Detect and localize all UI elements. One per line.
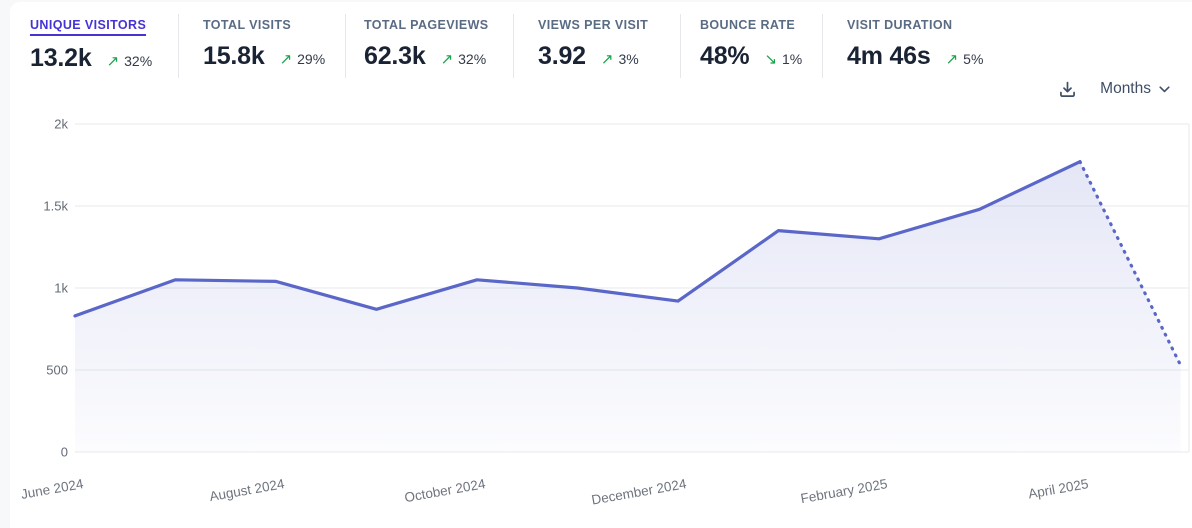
y-tick-label: 1.5k	[43, 199, 68, 214]
x-tick-label: April 2025	[1027, 476, 1089, 501]
chevron-down-icon	[1159, 85, 1170, 92]
stat-change: 1%	[782, 51, 803, 67]
chart-line	[73, 160, 1082, 318]
stat-label: BOUNCE RATE	[700, 18, 796, 32]
trend-up-icon: ↗	[106, 53, 120, 70]
x-tick-label: August 2024	[208, 476, 286, 504]
stat-value: 62.3k	[364, 42, 426, 70]
interval-label: Months	[1100, 80, 1151, 97]
trend-up-icon: ↗	[945, 51, 959, 68]
chart-toolbar: Months	[1059, 80, 1170, 98]
y-tick-label: 500	[46, 363, 68, 378]
stat-change: 3%	[618, 51, 639, 67]
trend-up-icon: ↗	[279, 51, 293, 68]
stat-label: TOTAL VISITS	[203, 18, 292, 32]
download-icon[interactable]	[1059, 81, 1076, 98]
stat-total-pageviews[interactable]: TOTAL PAGEVIEWS 62.3k ↗ 32%	[345, 14, 513, 78]
stat-change: 32%	[124, 53, 153, 69]
trend-up-icon: ↗	[600, 51, 614, 68]
stat-value: 4m 46s	[847, 42, 931, 70]
chart-line-dotted-segment	[1078, 160, 1183, 367]
stat-change: 32%	[458, 51, 487, 67]
interval-dropdown[interactable]: Months	[1100, 80, 1170, 98]
chart-area-fill	[75, 161, 1181, 452]
stat-bounce-rate[interactable]: BOUNCE RATE 48% ↘ 1%	[680, 14, 822, 78]
stat-value: 48%	[700, 42, 750, 70]
x-tick-label: December 2024	[590, 476, 688, 508]
stat-value: 13.2k	[30, 44, 92, 72]
trend-up-icon: ↗	[440, 51, 454, 68]
stat-value: 15.8k	[203, 42, 265, 70]
x-tick-label: October 2024	[403, 476, 487, 505]
x-tick-label: February 2025	[799, 476, 888, 506]
x-tick-label: June 2024	[20, 476, 85, 502]
y-tick-label: 2k	[54, 117, 68, 132]
stat-unique-visitors[interactable]: UNIQUE VISITORS 13.2k ↗ 32%	[10, 14, 178, 78]
stat-label: VISIT DURATION	[847, 18, 953, 32]
stat-label: TOTAL PAGEVIEWS	[364, 18, 489, 32]
stat-views-per-visit[interactable]: VIEWS PER VISIT 3.92 ↗ 3%	[513, 14, 680, 78]
top-stats-row: UNIQUE VISITORS 13.2k ↗ 32% TOTAL VISITS…	[10, 2, 1192, 82]
stat-label: UNIQUE VISITORS	[30, 18, 147, 36]
stat-total-visits[interactable]: TOTAL VISITS 15.8k ↗ 29%	[178, 14, 345, 78]
y-tick-label: 1k	[54, 281, 68, 296]
stat-label: VIEWS PER VISIT	[538, 18, 649, 32]
stat-change: 29%	[297, 51, 326, 67]
stat-visit-duration[interactable]: VISIT DURATION 4m 46s ↗ 5%	[822, 14, 983, 78]
stat-value: 3.92	[538, 42, 586, 70]
stat-change: 5%	[963, 51, 984, 67]
trend-down-icon: ↘	[764, 51, 778, 68]
y-tick-label: 0	[61, 445, 68, 460]
